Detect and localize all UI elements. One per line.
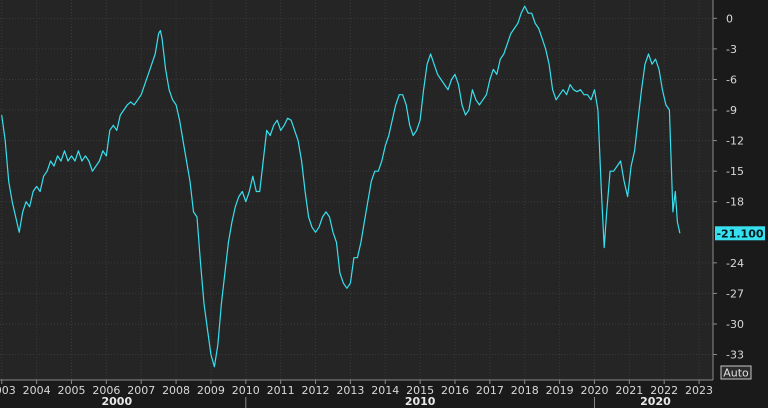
- x-tick-label: 2017: [476, 384, 504, 397]
- x-tick-label: 2004: [23, 384, 51, 397]
- auto-scale-label: Auto: [723, 367, 749, 380]
- x-tick-label: 2021: [615, 384, 643, 397]
- x-tick-label: 2014: [371, 384, 399, 397]
- x-tick-label: 2008: [162, 384, 190, 397]
- y-tick-label: -30: [726, 318, 744, 331]
- era-label: 2020: [640, 395, 671, 408]
- y-axis-ticks: 0 -3 -6 -9 -12 -15 -18 -24 -27 -30 -33: [713, 12, 744, 362]
- y-tick-label: -18: [726, 196, 744, 209]
- era-label: 2010: [405, 395, 436, 408]
- era-label: 2000: [101, 395, 132, 408]
- plot-background: [0, 0, 713, 380]
- era-labels: 2000 2010 2020: [101, 395, 671, 408]
- y-tick-label: -3: [726, 43, 737, 56]
- x-tick-label: 2009: [197, 384, 225, 397]
- x-tick-label: 2005: [57, 384, 85, 397]
- series-layer: [1, 5, 681, 368]
- y-tick-label: -15: [726, 165, 744, 178]
- x-tick-label: 2016: [441, 384, 469, 397]
- series-line: [1, 5, 681, 368]
- x-tick-label: 2007: [127, 384, 155, 397]
- x-axis-ticks: 2003 2004 2005 2006 2007 2008 2009 2010 2011 2012…: [0, 380, 713, 397]
- last-value-marker: -21.100: [715, 226, 765, 241]
- x-tick-label: 2010: [232, 384, 260, 397]
- y-tick-label: -9: [726, 104, 737, 117]
- auto-scale-button[interactable]: Auto: [720, 365, 752, 380]
- x-tick-label: 2011: [267, 384, 295, 397]
- x-tick-label: 2013: [336, 384, 364, 397]
- x-tick-label: 2015: [406, 384, 434, 397]
- y-tick-label: -12: [726, 135, 744, 148]
- x-tick-label: 2022: [650, 384, 678, 397]
- x-tick-label: 2003: [0, 384, 16, 397]
- grid: [0, 0, 713, 380]
- y-tick-label: 0: [726, 12, 733, 25]
- x-tick-label: 2006: [92, 384, 120, 397]
- y-tick-label: -33: [726, 349, 744, 362]
- y-tick-label: -27: [726, 287, 744, 300]
- y-tick-label: -24: [726, 257, 744, 270]
- x-tick-label: 2020: [580, 384, 608, 397]
- y-tick-label: -6: [726, 73, 737, 86]
- x-tick-label: 2019: [546, 384, 574, 397]
- last-value-box: [715, 226, 765, 241]
- x-tick-label: 2012: [302, 384, 330, 397]
- x-tick-label: 2023: [685, 384, 713, 397]
- x-tick-label: 2018: [511, 384, 539, 397]
- last-value-label: -21.100: [716, 227, 763, 240]
